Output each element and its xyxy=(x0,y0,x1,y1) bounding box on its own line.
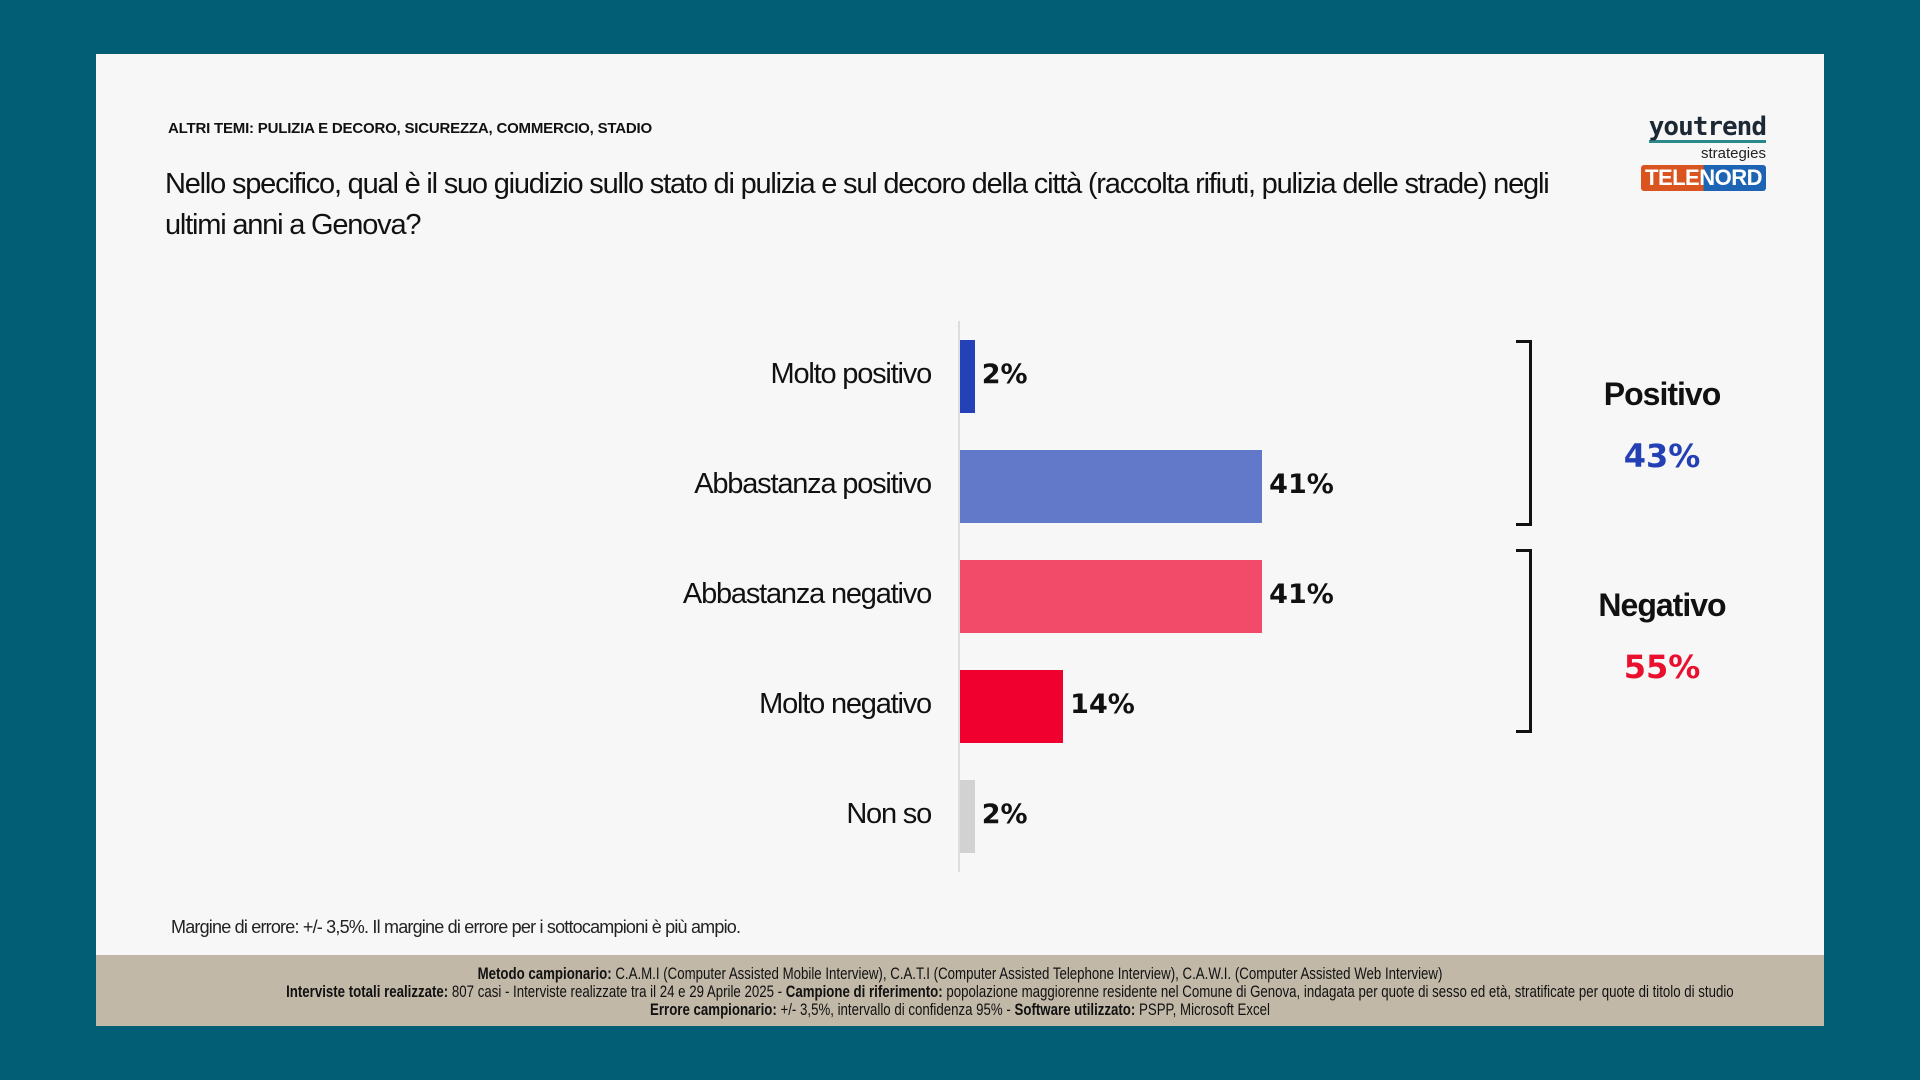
bar xyxy=(960,560,1263,633)
bar xyxy=(960,780,975,853)
category-label: Molto negativo xyxy=(759,688,932,720)
chart-axis xyxy=(958,321,960,872)
bar xyxy=(960,670,1064,743)
value-label: 41% xyxy=(1269,579,1334,610)
margin-note: Margine di errore: +/- 3,5%. Il margine … xyxy=(171,917,741,937)
group-value: 55% xyxy=(1623,648,1701,686)
footer-key: Campione di riferimento: xyxy=(785,982,943,1001)
bar xyxy=(960,340,975,413)
positive-bracket xyxy=(1516,340,1532,526)
group-negative: Negativo 55% xyxy=(1562,587,1762,686)
telenord-logo: TELENORD xyxy=(1641,165,1766,191)
group-name: Negativo xyxy=(1598,587,1726,623)
methodology-footer: Metodo campionario: C.A.M.I (Computer As… xyxy=(96,955,1824,1026)
negative-bracket xyxy=(1516,549,1532,733)
youtrend-logo: youtrend xyxy=(1616,112,1767,143)
category-label: Abbastanza positivo xyxy=(694,468,932,500)
category-label: Molto positivo xyxy=(770,358,933,390)
value-label: 14% xyxy=(1070,689,1135,720)
footer-key: Errore campionario: xyxy=(650,1000,777,1019)
footer-text: popolazione maggiorenne residente nel Co… xyxy=(942,982,1734,1001)
brand-text: youtrend xyxy=(1648,112,1767,143)
section-kicker: ALTRI TEMI: PULIZIA E DECORO, SICUREZZA,… xyxy=(168,120,652,137)
group-name: Positivo xyxy=(1603,376,1721,412)
footer-line: Interviste totali realizzate: 807 casi -… xyxy=(286,982,1734,1001)
question-title: Nello specifico, qual è il suo giudizio … xyxy=(165,168,1550,241)
bar xyxy=(960,450,1263,523)
footer-text: 807 casi - Interviste realizzate tra il … xyxy=(448,982,786,1001)
footer-line: Metodo campionario: C.A.M.I (Computer As… xyxy=(286,965,1634,983)
footer-text: +/- 3,5%, intervallo di confidenza 95% - xyxy=(776,1000,1015,1019)
group-positive: Positivo 43% xyxy=(1562,376,1762,475)
value-label: 41% xyxy=(1269,469,1334,500)
slide-panel: ALTRI TEMI: PULIZIA E DECORO, SICUREZZA,… xyxy=(96,54,1824,1026)
group-value: 43% xyxy=(1623,437,1701,475)
category-label: Non so xyxy=(846,798,932,830)
footer-key: Software utilizzato: xyxy=(1014,1000,1136,1019)
footer-text: PSPP, Microsoft Excel xyxy=(1135,1000,1270,1019)
logo: youtrend strategies TELENORD xyxy=(1616,112,1767,191)
footer-key: Interviste totali realizzate: xyxy=(286,982,449,1001)
value-label: 2% xyxy=(981,799,1028,830)
value-label: 2% xyxy=(981,359,1028,390)
brand-sub: strategies xyxy=(1700,145,1766,162)
footer-key: Metodo campionario: xyxy=(477,964,612,983)
footer-text: C.A.M.I (Computer Assisted Mobile Interv… xyxy=(611,964,1443,983)
footer-line: Errore campionario: +/- 3,5%, intervallo… xyxy=(286,1001,1634,1019)
category-label: Abbastanza negativo xyxy=(682,578,932,610)
